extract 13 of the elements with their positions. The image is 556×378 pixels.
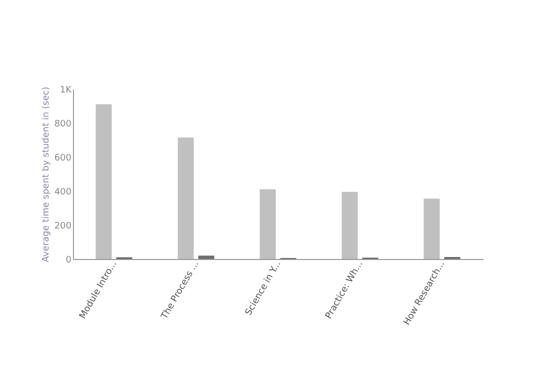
bar [260, 189, 276, 259]
bar [96, 104, 112, 259]
y-tick-label: 200 [54, 222, 72, 232]
y-tick-label: 0 [66, 256, 72, 266]
bar [342, 192, 358, 259]
y-tick-label: 1K [60, 86, 73, 96]
y-axis-title: Average time spent by student in (sec) [41, 86, 52, 262]
bar [424, 198, 440, 259]
bar [198, 256, 214, 259]
y-tick-label: 400 [54, 188, 72, 198]
bar [178, 137, 194, 259]
y-tick-label: 600 [54, 154, 72, 164]
y-tick-label: 800 [54, 120, 72, 130]
